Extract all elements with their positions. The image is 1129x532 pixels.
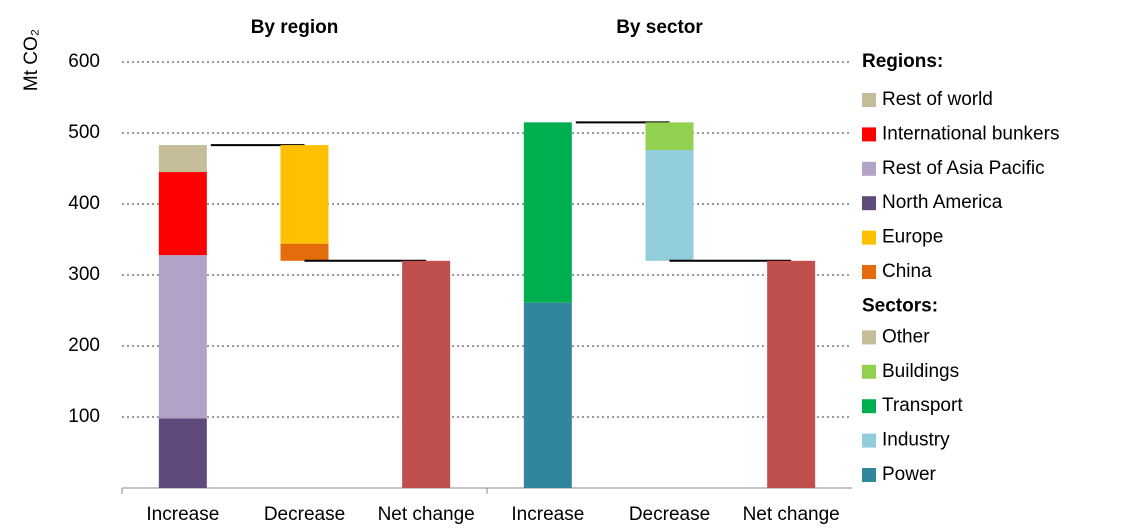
legend-swatch bbox=[862, 399, 876, 414]
panel-title: By region bbox=[251, 17, 339, 38]
x-tick-label: Increase bbox=[146, 504, 219, 525]
y-tick-label: 600 bbox=[68, 51, 100, 72]
legend-swatch bbox=[862, 161, 876, 176]
bar-segment bbox=[158, 418, 207, 488]
bar-segment bbox=[158, 255, 207, 419]
bar-segment bbox=[645, 150, 694, 261]
x-tick-label: Decrease bbox=[629, 504, 710, 525]
bar-segment bbox=[280, 243, 329, 261]
legend-title: Sectors: bbox=[862, 295, 938, 316]
legend-title: Regions: bbox=[862, 51, 943, 72]
bar-segment bbox=[280, 145, 329, 244]
bar-segment bbox=[523, 122, 572, 303]
net-bar bbox=[767, 260, 816, 488]
legend-swatch bbox=[862, 230, 876, 245]
legend-label: Power bbox=[882, 464, 937, 485]
bar-segment bbox=[523, 302, 572, 488]
bar-segment bbox=[645, 122, 694, 151]
legend-label: International bunkers bbox=[882, 123, 1059, 144]
legend-swatch bbox=[862, 330, 876, 345]
legend-label: Transport bbox=[882, 395, 963, 416]
legend-swatch bbox=[862, 93, 876, 107]
net-bar bbox=[402, 260, 451, 488]
y-tick-label: 100 bbox=[68, 406, 100, 427]
bar-segment bbox=[158, 145, 207, 173]
legend-label: China bbox=[882, 261, 932, 282]
panel-title: By sector bbox=[616, 17, 703, 38]
legend-label: Buildings bbox=[882, 361, 959, 382]
legend-swatch bbox=[862, 364, 876, 379]
legend-label: Europe bbox=[882, 227, 943, 248]
legend-label: Rest of world bbox=[882, 89, 993, 110]
legend-swatch bbox=[862, 265, 876, 279]
y-tick-label: 300 bbox=[68, 264, 100, 285]
legend-label: Rest of Asia Pacific bbox=[882, 158, 1045, 179]
bar-segment bbox=[158, 172, 207, 256]
x-tick-label: Increase bbox=[511, 504, 584, 525]
x-tick-label: Decrease bbox=[264, 504, 345, 525]
legend-swatch bbox=[862, 196, 876, 211]
y-tick-label: 500 bbox=[68, 122, 100, 143]
legend-label: Industry bbox=[882, 430, 950, 451]
legend-swatch bbox=[862, 433, 876, 448]
x-tick-label: Net change bbox=[743, 504, 840, 525]
legend-swatch bbox=[862, 468, 876, 482]
legend-label: Other bbox=[882, 326, 930, 347]
legend-swatch bbox=[862, 127, 876, 142]
legend-label: North America bbox=[882, 192, 1003, 213]
x-tick-label: Net change bbox=[378, 504, 475, 525]
y-tick-label: 400 bbox=[68, 193, 100, 214]
y-tick-label: 200 bbox=[68, 335, 100, 356]
y-axis-label: Mt CO₂ bbox=[21, 29, 42, 91]
